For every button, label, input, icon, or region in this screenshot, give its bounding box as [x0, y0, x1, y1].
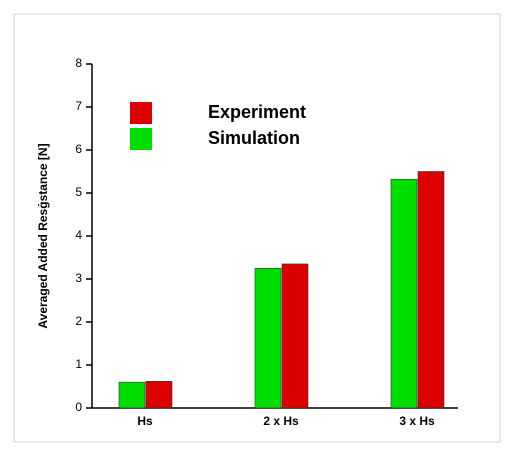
y-tick-label: 6 — [75, 142, 82, 156]
frame — [13, 13, 501, 443]
bar — [118, 381, 146, 409]
y-tick-label: 3 — [75, 271, 82, 285]
x-tick-label: 3 x Hs — [399, 414, 435, 428]
y-tick-label: 8 — [75, 56, 82, 70]
bar — [417, 171, 445, 409]
y-tick-label: 2 — [75, 314, 82, 328]
y-tick-label: 7 — [75, 99, 82, 113]
bar — [254, 267, 282, 409]
x-tick-label: 2 x Hs — [263, 414, 299, 428]
x-tick-label: Hs — [137, 414, 153, 428]
y-tick-label: 1 — [75, 357, 82, 371]
legend-swatch — [130, 102, 152, 124]
bar — [145, 381, 173, 409]
y-axis-label: Averaged Added Resġstance [N] — [36, 143, 50, 328]
legend-label: Simulation — [208, 128, 300, 148]
y-tick-label: 0 — [75, 400, 82, 414]
bar — [281, 263, 309, 409]
bar — [390, 178, 418, 409]
legend-swatch — [130, 128, 152, 150]
y-tick-label: 4 — [75, 228, 82, 242]
legend-label: Experiment — [208, 102, 306, 122]
y-tick-label: 5 — [75, 185, 82, 199]
